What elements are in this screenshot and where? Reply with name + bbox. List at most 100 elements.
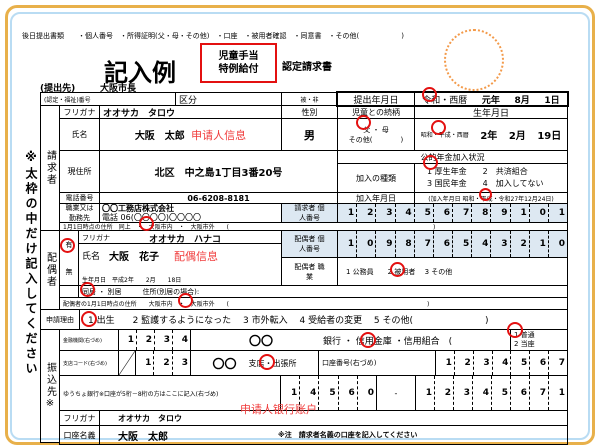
digit-cell: 3 (171, 351, 190, 375)
relation-label: 児童との続柄 (337, 105, 415, 119)
spouse-job-options: 1 公務員 2 被用者 3 その他 (337, 257, 568, 286)
digit-cell: 1 (528, 231, 548, 257)
digit-cell: 1 (127, 335, 134, 345)
furigana-label: フリガナ (59, 105, 100, 119)
branch-slash-cell (118, 350, 136, 376)
applicant-furigana: オオサカ タロウ (99, 105, 282, 119)
spouse-section: 配偶者 (40, 230, 60, 310)
applicant-section: 請求者 (40, 105, 60, 231)
inst-type: 銀行 ・ 信用金庫 ・信用組合 ( ) (323, 336, 511, 347)
digit-cell: 4 (471, 231, 490, 257)
bank-note: 申请人银行账户 (240, 403, 317, 416)
applicant-note: 申请人信息 (191, 128, 247, 142)
digit-cell: 7 (529, 376, 548, 410)
applicant-job: 〇〇工務店株式会社 電話 06(〇〇〇〇)〇〇〇〇 (99, 203, 282, 223)
digit-cell: 6 (510, 376, 529, 410)
month: 8月 (514, 95, 530, 106)
mark-living-together (80, 282, 95, 297)
digit-cell: 2 (153, 351, 171, 375)
digit-cell: 8 (394, 231, 414, 257)
mark-pension-1 (423, 155, 438, 170)
mark-heisei (431, 120, 446, 135)
digit-cell: 3 (472, 351, 492, 375)
gender-label: 性別 (281, 105, 338, 119)
digit-cell: 7 (413, 231, 433, 257)
digit-cell: 2 (434, 376, 453, 410)
digit-cell: 2 (136, 330, 154, 350)
birth-year: 2年 (480, 131, 498, 142)
spouse-job-label: 配偶者 職業 (281, 257, 338, 286)
digit-cell: 3 (490, 231, 509, 257)
digit-cell: 1 (145, 358, 152, 368)
pension-options: 1 厚生年金 2 共済組合 3 国民年金 4 加入してない (414, 163, 568, 193)
spouse-birth: 生年月日 平成2年 2月 18日 (82, 277, 182, 284)
applicant-name-cell: 大阪 太郎 申请人信息 (99, 118, 282, 151)
spouse-mynumber-label: 配偶者 個人番号 (281, 230, 338, 258)
thick-frame (336, 91, 569, 107)
birth-day: 19日 (537, 131, 562, 142)
holder-cell: 大阪 太郎 ※注 請求者名義の口座を記入してください (99, 425, 568, 445)
holder-furigana: オオサカ タロウ (99, 410, 568, 426)
example-title: 記入例 (104, 59, 176, 87)
digit-cell: 4 (472, 376, 491, 410)
mark-employee (390, 262, 405, 277)
digit-cell: 7 (452, 204, 471, 222)
acct-type-2: 2 当座 (514, 340, 535, 348)
day: 1日 (544, 95, 560, 106)
digit-cell: 1 (548, 376, 567, 410)
digit-cell: 6 (337, 376, 357, 410)
pension-option-1: 1 厚生年金 2 共済組合 (427, 167, 528, 176)
gender: 男 (281, 118, 338, 151)
mark-spouse-yes (60, 238, 75, 253)
digit-cell: 6 (432, 231, 452, 257)
digit-cell: 1 (290, 388, 298, 398)
cert-no-label: (認定・福祉)番号 (40, 92, 176, 106)
mark-ordinary (507, 322, 523, 338)
title-box-2: 特例給付 (218, 64, 259, 75)
hi-label: 被・非 (281, 92, 338, 106)
stamp-circle (444, 29, 504, 91)
digit-cell: 4 (491, 351, 511, 375)
acct-no-label: 口座番号(右づめ) (318, 350, 436, 376)
digit-cell: 4 (299, 376, 318, 410)
mark-same-address (139, 216, 154, 231)
name-label: 氏名 (59, 118, 100, 151)
mark-osaka-city (178, 293, 193, 308)
era: 令和・西暦 (422, 95, 468, 106)
pension-option-2: 3 国民年金 4 加入してない (427, 179, 544, 188)
branch-label: 支店コード(右づめ) (59, 350, 119, 376)
pension-label: 公的年金加入状況 (337, 150, 568, 164)
later-docs: 後日提出書類 ・個人番号 ・所得証明(父・母・その他) ・口座 ・被用者確認 ・… (22, 32, 404, 40)
digit-cell: 1 (347, 208, 355, 218)
holder-name: 大阪 太郎 (118, 431, 168, 443)
relation-options: 父 ・ 母 (363, 125, 389, 134)
digit-cell: 1 (445, 358, 452, 368)
holder-note: ※注 請求者名義の口座を記入してください (278, 431, 418, 439)
spouse-furigana-label: フリガナ (82, 234, 110, 242)
spouse-note: 配偶信息 (174, 250, 218, 263)
reason-options: 1 出生 2 監護するようになった 3 市外転入 4 受給者の変更 5 その他(… (79, 309, 568, 330)
mark-reason-birth (81, 311, 97, 327)
digit-cell: 0 (356, 376, 376, 410)
mark-join-heisei (479, 188, 492, 201)
applicant-address: 北区 中之島1丁目3番20号 (99, 150, 338, 193)
digit-cell: 1 (347, 239, 355, 249)
spouse-name: 大阪 花子 (109, 252, 159, 263)
mark-branch (259, 354, 275, 370)
digit-cell: 0 (356, 231, 375, 257)
digit-cell: 3 (375, 204, 394, 222)
submit-to: 大阪市長 (100, 84, 137, 94)
birth-era: 昭和・平成・西暦 (420, 132, 469, 139)
year: 元年 (481, 95, 500, 106)
